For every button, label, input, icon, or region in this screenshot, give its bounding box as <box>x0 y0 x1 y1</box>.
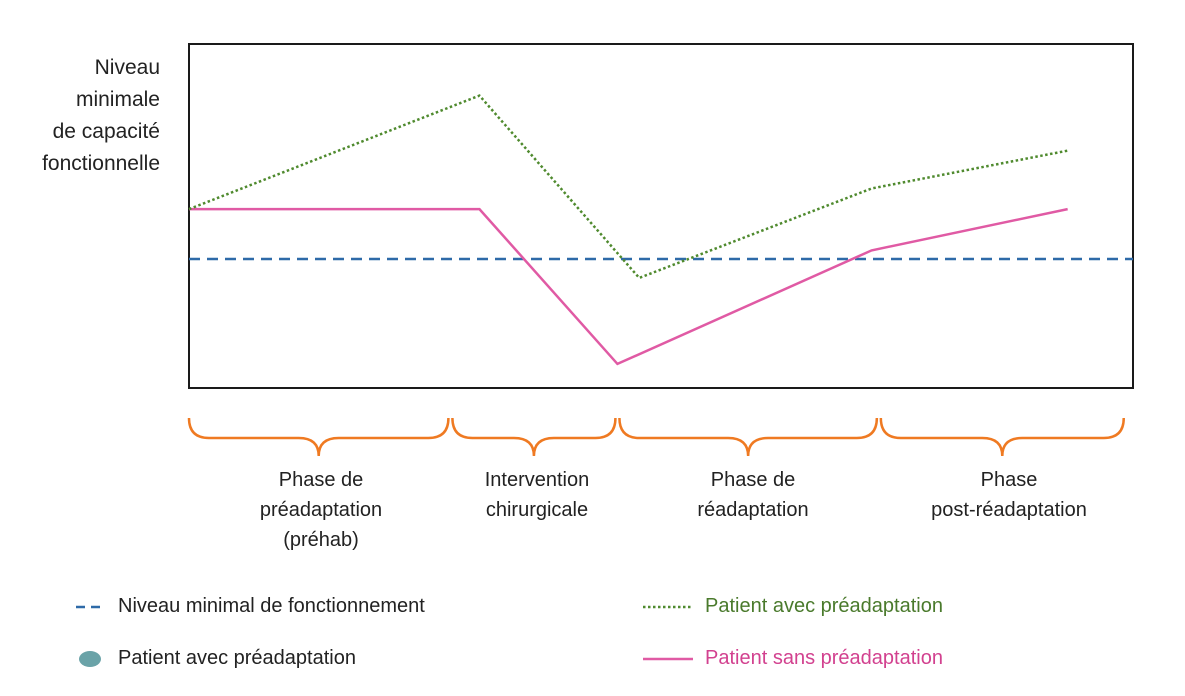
phase-brace <box>618 417 879 457</box>
legend-label: Niveau minimal de fonctionnement <box>118 595 425 617</box>
phase-braces <box>187 417 1125 457</box>
series-line-with-prehab <box>188 94 1068 280</box>
phase-label-line: Phase de <box>710 469 796 491</box>
dashed-line-marker <box>76 605 106 608</box>
y-axis-label-line: de capacité <box>52 120 160 143</box>
phase-label-line: réadaptation <box>697 499 809 521</box>
phase-label-line: chirurgicale <box>485 499 589 521</box>
series-line-without-prehab <box>189 207 1068 366</box>
series-layer <box>188 94 1133 366</box>
y-axis-label-line: Niveau <box>94 56 160 79</box>
phase-brace <box>879 417 1125 457</box>
phase-label-prehab: Phase de préadaptation (préhab) <box>189 465 453 555</box>
circle-marker <box>79 650 101 667</box>
phase-label-line: préadaptation <box>259 499 383 521</box>
phase-label-line: post-réadaptation <box>931 499 1087 521</box>
phase-label-line: Phase <box>980 469 1038 491</box>
phase-label-rehab: Phase de réadaptation <box>621 465 885 525</box>
legend-item-with-prehab-circle: Patient avec préadaptation <box>76 647 356 670</box>
legend-label: Patient avec préadaptation <box>705 595 943 617</box>
line-chart <box>187 43 1134 457</box>
legend-label: Patient sans préadaptation <box>705 647 943 669</box>
phase-label-line: Phase de <box>278 469 364 491</box>
dotted-line-marker <box>643 605 693 608</box>
phase-label-line: (préhab) <box>283 529 359 551</box>
y-axis-label-line: fonctionnelle <box>42 152 160 175</box>
legend-item-minimal-level: Niveau minimal de fonctionnement <box>76 595 425 618</box>
legend-item-without-prehab: Patient sans préadaptation <box>643 647 943 670</box>
phase-brace <box>451 417 617 457</box>
phase-brace <box>187 417 450 457</box>
phase-label-line: Intervention <box>484 469 590 491</box>
plot-frame <box>188 43 1134 389</box>
y-axis-label: Niveau minimale de capacité fonctionnell… <box>0 52 160 180</box>
solid-line-marker <box>643 657 693 660</box>
y-axis-label-line: minimale <box>75 88 160 111</box>
legend-label: Patient avec préadaptation <box>118 647 356 669</box>
phase-label-intervention: Intervention chirurgicale <box>453 465 621 525</box>
phase-label-post-rehab: Phase post-réadaptation <box>885 465 1133 525</box>
legend-item-with-prehab-dotted: Patient avec préadaptation <box>643 595 943 618</box>
